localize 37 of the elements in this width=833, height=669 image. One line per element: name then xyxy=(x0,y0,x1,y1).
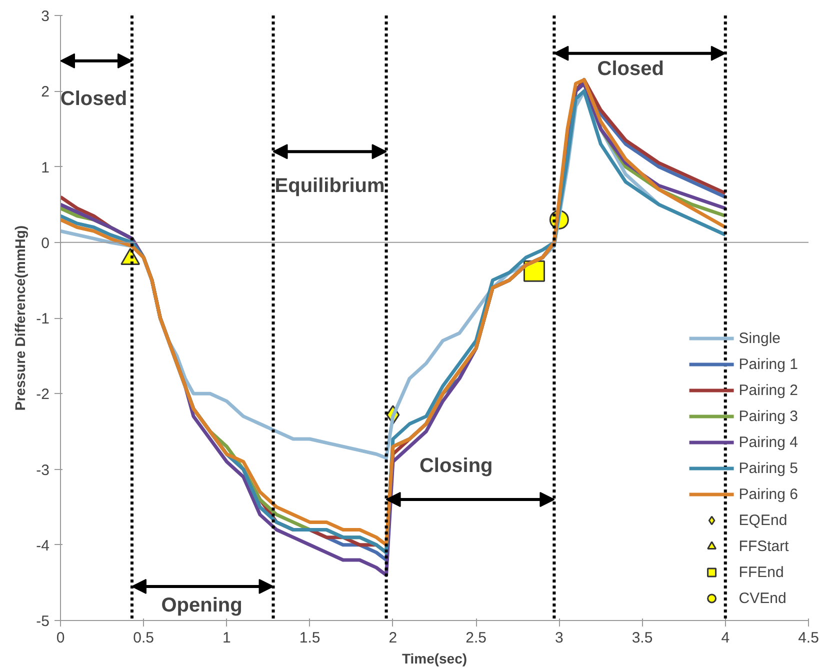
x-tick-label: 2 xyxy=(388,630,398,646)
y-tick-label: -5 xyxy=(36,613,50,630)
annotation: Equilibrium xyxy=(274,175,385,197)
y-axis-title: Pressure Difference(mmHg) xyxy=(12,225,28,411)
legend-label: CVEnd xyxy=(738,588,786,608)
x-axis-title: Time(sec) xyxy=(402,650,468,666)
x-tick-label: 3 xyxy=(554,630,564,646)
y-tick-label: -3 xyxy=(36,462,50,479)
x-tick-label: 1 xyxy=(222,630,231,646)
annotation: Closing xyxy=(419,454,493,477)
y-tick-label: 0 xyxy=(41,234,50,252)
legend-label: EQEnd xyxy=(738,510,788,530)
x-tick-label: 2.5 xyxy=(466,630,486,646)
annotation: Opening xyxy=(161,594,242,617)
y-tick-label: -2 xyxy=(36,386,50,404)
x-tick-label: 0 xyxy=(56,630,65,646)
y-tick-label: -1 xyxy=(36,310,50,328)
annotation: Closed xyxy=(60,88,128,110)
legend-label: Single xyxy=(738,328,780,348)
legend-label: FFStart xyxy=(738,536,789,556)
legend-label: FFEnd xyxy=(738,562,784,582)
y-tick-label: 3 xyxy=(41,8,50,25)
y-tick-label: -4 xyxy=(36,537,50,554)
annotation: Closed xyxy=(597,58,664,80)
x-tick-label: 1.5 xyxy=(299,630,320,646)
legend-label: Pairing 1 xyxy=(738,354,798,374)
y-tick-label: 2 xyxy=(41,84,50,101)
legend-label: Pairing 3 xyxy=(738,406,798,426)
x-tick-label: 4 xyxy=(721,630,730,646)
legend-label: Pairing 6 xyxy=(738,484,798,504)
y-tick-label: 1 xyxy=(41,159,50,176)
x-tick-label: 4.5 xyxy=(798,630,819,646)
legend-label: Pairing 4 xyxy=(738,432,798,452)
x-tick-label: 0.5 xyxy=(133,630,154,646)
legend-label: Pairing 5 xyxy=(738,458,798,478)
legend-label: Pairing 2 xyxy=(738,380,798,400)
x-tick-label: 3.5 xyxy=(632,630,653,646)
